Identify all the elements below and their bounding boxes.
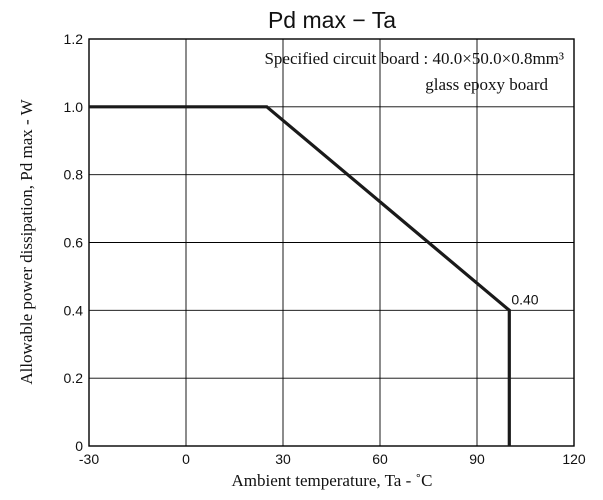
x-tick-label: -30	[79, 451, 99, 467]
x-tick-label: 120	[562, 451, 586, 467]
data-label-0-40: 0.40	[511, 291, 538, 307]
x-tick-label: 90	[469, 451, 485, 467]
y-tick-label: 1.0	[64, 99, 84, 115]
y-tick-label: 0.4	[64, 302, 84, 318]
y-tick-label: 1.2	[64, 31, 84, 47]
series-line	[89, 105, 511, 446]
board-note-line1: Specified circuit board : 40.0×50.0×0.8m…	[264, 49, 564, 68]
x-tick-label: 0	[182, 451, 190, 467]
y-axis-label: Allowable power dissipation, Pd max - W	[17, 98, 36, 384]
y-tick-labels: 0 0.2 0.4 0.6 0.8 1.0 1.2	[64, 31, 84, 454]
y-tick-label: 0.6	[64, 235, 84, 251]
x-axis-label: Ambient temperature, Ta - ˚C	[231, 471, 432, 490]
y-tick-label: 0	[75, 438, 83, 454]
board-note: Specified circuit board : 40.0×50.0×0.8m…	[264, 49, 564, 94]
x-tick-label: 60	[372, 451, 388, 467]
y-tick-label: 0.2	[64, 370, 84, 386]
chart-title: Pd max − Ta	[268, 7, 396, 33]
x-tick-labels: -30 0 30 60 90 120	[79, 451, 586, 467]
y-tick-label: 0.8	[64, 167, 84, 183]
board-note-line2: glass epoxy board	[425, 75, 548, 94]
plot-frame	[88, 38, 575, 447]
x-tick-label: 30	[275, 451, 291, 467]
